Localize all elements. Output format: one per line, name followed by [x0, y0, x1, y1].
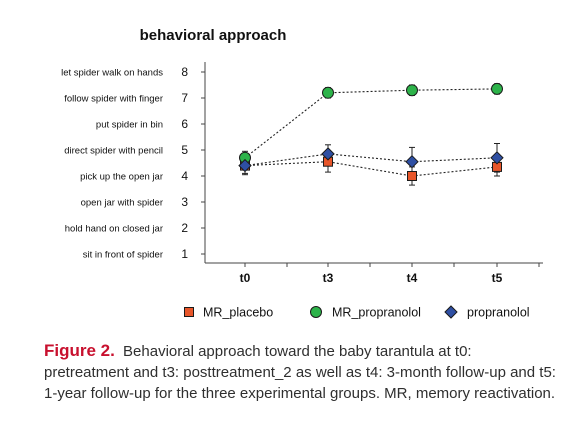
- x-tick-label: t0: [240, 271, 251, 285]
- data-point-MR_propranolol: [491, 82, 503, 95]
- data-point-MR_placebo: [407, 171, 417, 181]
- series-line-propranolol: [244, 153, 498, 167]
- y-tick-label: 2: [181, 221, 188, 235]
- y-category-label: direct spider with pencil: [64, 146, 163, 157]
- x-tick-label: t3: [323, 271, 334, 285]
- legend-marker-MR_propranolol: [310, 306, 322, 318]
- data-point-MR_propranolol: [406, 84, 418, 97]
- chart-title: behavioral approach: [140, 27, 287, 44]
- x-tick-label: t4: [407, 271, 418, 285]
- legend-label: MR_propranolol: [332, 306, 421, 320]
- series-line-MR_placebo: [244, 161, 498, 177]
- figure-label: Figure 2.: [44, 341, 115, 360]
- data-point-propranolol: [321, 147, 335, 161]
- legend-marker-propranolol: [444, 305, 458, 319]
- legend-label: MR_placebo: [203, 306, 273, 320]
- y-tick-label: 3: [181, 195, 188, 209]
- data-point-propranolol: [405, 154, 419, 169]
- series-line-MR_propranolol: [244, 88, 498, 159]
- y-category-label: follow spider with finger: [64, 94, 163, 105]
- chart: behavioral approach 1 sit in front of spid…: [61, 27, 543, 320]
- y-category-label: pick up the open jar: [80, 172, 163, 183]
- data-point-propranolol: [490, 151, 504, 165]
- y-category-label: open jar with spider: [81, 198, 163, 209]
- y-tick-label: 5: [181, 143, 188, 157]
- y-tick-label: 6: [181, 117, 188, 131]
- y-tick-label: 8: [181, 65, 188, 79]
- y-tick-label: 1: [181, 247, 188, 261]
- y-category-label: sit in front of spider: [83, 250, 163, 261]
- legend-label: propranolol: [467, 306, 530, 320]
- data-point-propranolol: [238, 158, 252, 173]
- x-tick-label: t5: [492, 271, 503, 285]
- y-tick-label: 4: [181, 169, 188, 183]
- caption-text: Behavioral approach toward the baby tara…: [44, 343, 556, 402]
- figure-caption: Figure 2. Behavioral approach toward the…: [44, 340, 560, 404]
- y-category-label: hold hand on closed jar: [65, 224, 163, 235]
- legend-marker-MR_placebo: [184, 307, 194, 317]
- data-point-MR_propranolol: [322, 86, 334, 99]
- y-category-label: put spider in bin: [96, 120, 163, 131]
- y-tick-label: 7: [181, 91, 188, 105]
- y-category-label: let spider walk on hands: [61, 68, 163, 79]
